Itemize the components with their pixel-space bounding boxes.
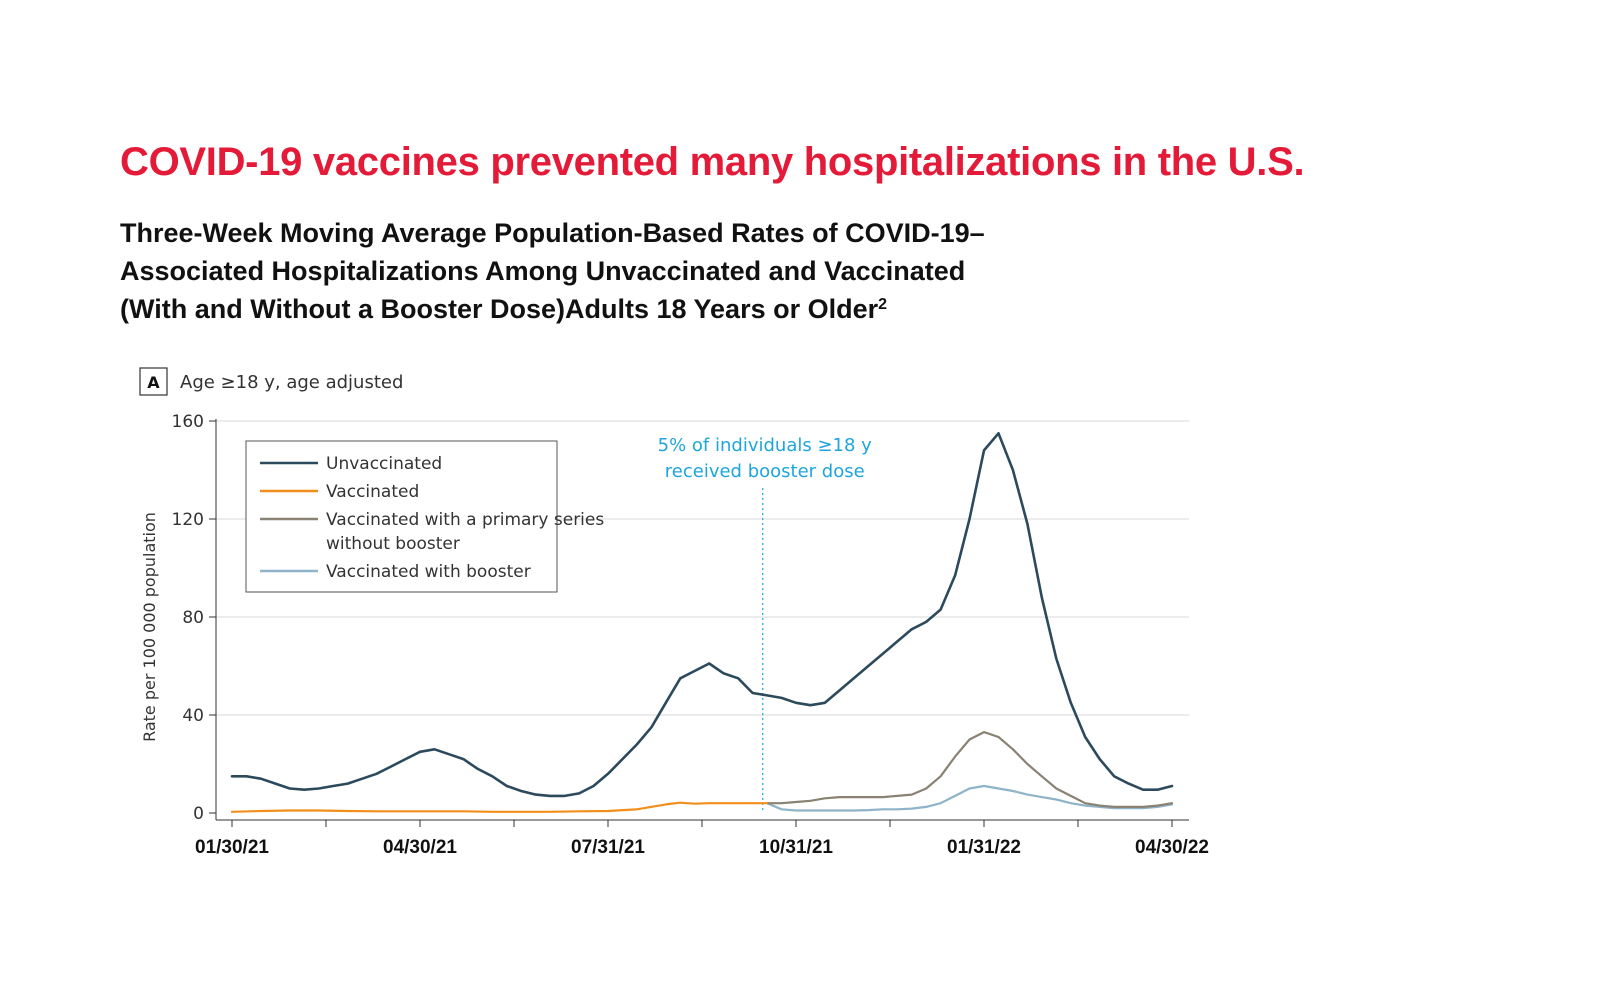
legend-label: Vaccinated with a primary series without …: [326, 510, 604, 554]
x-tick-label: 04/30/22: [1135, 837, 1209, 858]
legend: Unvaccinated Vaccinated Vaccinated with a …: [245, 440, 604, 593]
series-line-with_booster: [766, 784, 1174, 812]
chart-subtitle: Three-Week Moving Average Population-Bas…: [120, 214, 985, 328]
series-line-vaccinated: [230, 801, 769, 813]
annotation-layer: 5% of individuals ≥18 y received booster …: [658, 435, 873, 813]
legend-label: Unvaccinated: [326, 454, 442, 474]
legend-box: [245, 440, 558, 593]
x-tick-label: 01/31/22: [947, 837, 1021, 858]
panel-label: A: [147, 373, 160, 392]
x-tick-label: 01/30/21: [195, 837, 269, 858]
subtitle-line-2: Associated Hospitalizations Among Unvacc…: [120, 256, 966, 286]
x-tick-label: 10/31/21: [759, 837, 833, 858]
y-tick-label: 0: [193, 804, 204, 824]
series-line-primary_no_booster: [766, 731, 1174, 808]
y-tick-label: 120: [172, 510, 204, 530]
legend-label-line: without booster: [326, 534, 460, 554]
footnote-marker: 2: [878, 296, 888, 313]
axes-layer: 0 40 80 120 160 01/30/21 04/30/21 07/31/21 10/31…: [172, 412, 1209, 858]
annotation-line-2: received booster dose: [665, 461, 865, 482]
y-tick-label: 40: [182, 706, 204, 726]
panel-label-box: [139, 367, 168, 396]
subtitle-line-1: Three-Week Moving Average Population-Bas…: [120, 218, 985, 248]
legend-label-line: Vaccinated with a primary series: [326, 510, 604, 530]
annotation-line-1: 5% of individuals ≥18 y: [658, 435, 873, 456]
x-tick-label: 07/31/21: [571, 837, 645, 858]
page-title: COVID-19 vaccines prevented many hospita…: [120, 140, 1305, 184]
subtitle-line-3: (With and Without a Booster Dose)Adults …: [120, 290, 985, 328]
x-tick-label: 04/30/21: [383, 837, 457, 858]
legend-label: Vaccinated: [326, 482, 419, 502]
subtitle-line-3-text: (With and Without a Booster Dose)Adults …: [120, 294, 879, 324]
panel-title: Age ≥18 y, age adjusted: [180, 372, 403, 393]
series-line-unvaccinated: [230, 432, 1174, 798]
y-axis-label: Rate per 100 000 population: [140, 512, 159, 742]
series-layer: [230, 432, 1174, 813]
legend-label: Vaccinated with booster: [326, 562, 531, 582]
y-tick-label: 80: [182, 608, 204, 628]
y-tick-label: 160: [172, 412, 204, 432]
